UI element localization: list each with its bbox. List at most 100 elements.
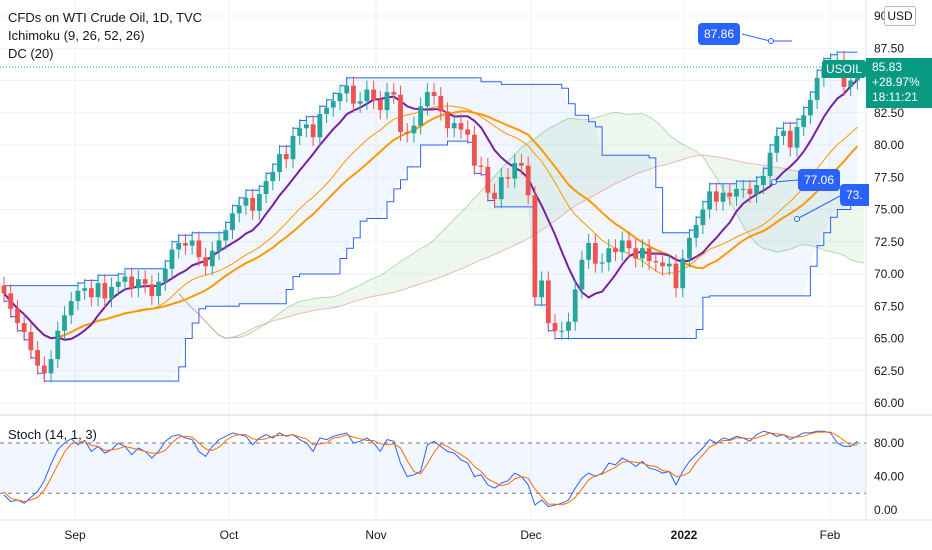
candle-body <box>653 261 659 263</box>
donchian-fill <box>4 52 858 382</box>
candle-body <box>337 93 343 102</box>
candle-body <box>330 101 336 108</box>
mid-flag-pointer <box>773 179 799 183</box>
candle-body <box>21 323 27 333</box>
candle-body <box>122 276 128 282</box>
countdown: 18:11:21 <box>872 90 918 104</box>
candle-body <box>559 330 565 332</box>
donchian-channel <box>4 51 858 382</box>
stoch-tick-label: 40.00 <box>874 470 904 484</box>
candle-body <box>62 315 67 331</box>
candle-body <box>411 125 417 134</box>
candle-body <box>700 209 706 225</box>
price-tick-label: 75.00 <box>874 203 904 217</box>
right-flag: 73. <box>840 184 869 206</box>
candle-body <box>230 213 235 231</box>
candle-body <box>458 123 464 130</box>
candle-body <box>498 177 504 200</box>
candle-body <box>666 263 672 267</box>
mid-flag-dot <box>771 179 777 185</box>
chart-title[interactable]: CFDs on WTI Crude Oil, 1D, TVC <box>8 10 203 25</box>
candle-body <box>848 80 854 87</box>
candle-body <box>169 249 175 269</box>
candle-body <box>344 85 350 94</box>
candle-body <box>283 154 289 160</box>
cloud-fill <box>178 112 865 339</box>
stoch-legend[interactable]: Stoch (14, 1, 3) <box>8 427 97 442</box>
candle-body <box>720 192 726 202</box>
candle-body <box>760 175 766 185</box>
high-flag: 87.86 <box>698 23 741 45</box>
high-flag-pointer <box>741 33 771 42</box>
candle-body <box>740 188 746 190</box>
candle-body <box>586 243 592 260</box>
candle-body <box>351 85 356 104</box>
candle-body <box>196 240 202 258</box>
candle-body <box>539 280 544 298</box>
candle-body <box>377 99 383 111</box>
time-tick-label: Oct <box>220 528 239 542</box>
candle-body <box>129 276 135 289</box>
candle-body <box>485 166 491 193</box>
candle-body <box>384 92 390 111</box>
candle-body <box>256 194 262 211</box>
candle-body <box>787 130 793 148</box>
candle-body <box>102 283 108 299</box>
candle-body <box>754 184 760 195</box>
stoch-d-line <box>3 431 858 506</box>
candle-body <box>15 308 20 324</box>
price-tick-label: 70.00 <box>874 267 904 281</box>
right-flag-dot <box>794 216 800 222</box>
candle-body <box>35 350 40 366</box>
candle-body <box>512 163 518 179</box>
candle-body <box>88 288 94 298</box>
candle-body <box>142 279 148 285</box>
candle-body <box>431 92 437 96</box>
candle-body <box>545 280 551 324</box>
candle-body <box>48 359 54 374</box>
candle-body <box>673 263 679 289</box>
candle-body <box>371 89 376 100</box>
candle-body <box>599 262 605 264</box>
dc-legend[interactable]: DC (20) <box>8 46 54 61</box>
candle-body <box>424 92 430 107</box>
last-price-box: 85.83 +28.97% 18:11:21 <box>866 58 932 108</box>
candle-body <box>310 124 316 138</box>
candle-body <box>156 281 161 296</box>
price-tick-label: 77.50 <box>874 170 904 184</box>
ichimoku-legend[interactable]: Ichimoku (9, 26, 52, 26) <box>8 28 145 43</box>
candle-body <box>364 89 370 102</box>
candle-body <box>223 230 229 241</box>
candles <box>1 50 860 383</box>
candle-body <box>592 243 598 264</box>
candle-body <box>747 188 753 195</box>
candle-body <box>68 301 74 316</box>
candle-body <box>162 268 168 282</box>
candle-body <box>767 152 773 176</box>
candle-body <box>317 114 323 138</box>
time-tick-label: Sep <box>64 528 86 542</box>
span-b-line <box>178 154 865 339</box>
candle-body <box>794 126 800 148</box>
candle-body <box>290 135 296 160</box>
candle-body <box>572 289 578 322</box>
currency-button[interactable]: USD <box>884 6 916 26</box>
indicator-lines <box>3 79 859 341</box>
price-tick-label: 80.00 <box>874 138 904 152</box>
candle-body <box>149 284 155 296</box>
price-tick-label: 67.50 <box>874 299 904 313</box>
stoch-pane <box>0 430 866 508</box>
candle-body <box>41 365 47 374</box>
candle-body <box>566 321 571 331</box>
candle-body <box>619 240 625 253</box>
candle-body <box>734 188 739 197</box>
time-tick-label: Dec <box>520 528 541 542</box>
candle-body <box>451 123 457 129</box>
candle-body <box>297 128 303 136</box>
candle-body <box>95 283 101 298</box>
candle-body <box>398 94 403 133</box>
mid-flag: 77.06 <box>798 169 841 191</box>
time-tick-label: Nov <box>365 528 386 542</box>
